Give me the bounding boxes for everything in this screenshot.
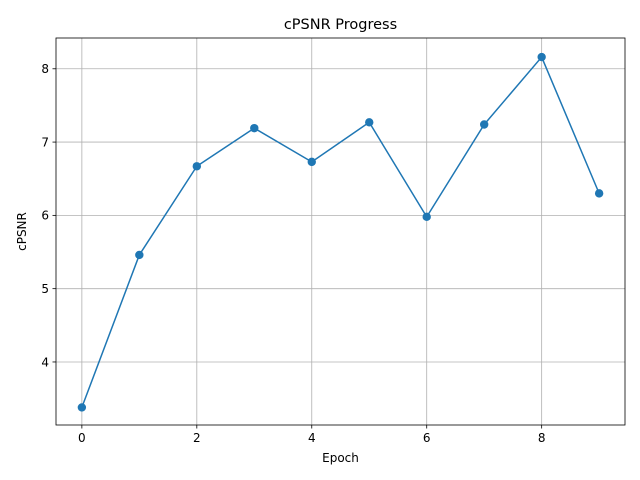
data-point (422, 212, 431, 222)
x-tick-label: 2 (193, 431, 201, 445)
x-tick-label: 6 (423, 431, 431, 445)
data-point (307, 157, 316, 167)
x-tick-label: 8 (538, 431, 546, 445)
data-point (537, 52, 546, 62)
series-line (81, 56, 600, 408)
grid (56, 38, 625, 425)
ticks: 0 2 4 6 8 4 5 6 7 8 (41, 62, 545, 445)
data-point (250, 123, 259, 133)
data-point (594, 189, 604, 198)
plot-frame (55, 37, 626, 426)
chart-title: cPSNR Progress (284, 17, 397, 33)
data-point (192, 162, 202, 171)
y-tick-label: 7 (41, 135, 49, 149)
data-point (365, 118, 374, 127)
series-layer (77, 52, 604, 412)
x-axis-label: Epoch (322, 451, 359, 465)
y-axis-label: cPSNR (15, 212, 29, 251)
y-tick-label: 8 (41, 62, 49, 76)
y-tick-label: 4 (41, 355, 49, 369)
data-point (135, 250, 144, 260)
x-tick-label: 4 (308, 431, 316, 445)
data-point (77, 403, 87, 412)
y-tick-label: 6 (41, 209, 49, 223)
x-tick-label: 0 (78, 431, 86, 445)
data-point (479, 120, 489, 129)
plot-area (56, 38, 625, 425)
y-tick-label: 5 (41, 282, 49, 296)
